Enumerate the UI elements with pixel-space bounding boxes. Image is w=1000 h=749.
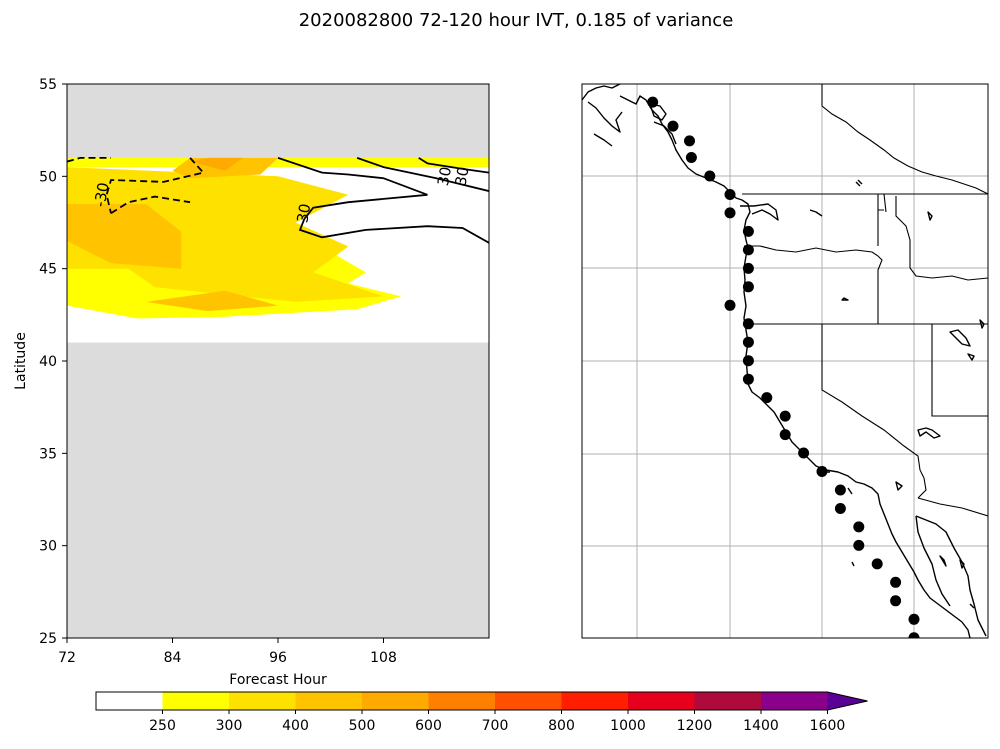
station-marker-15	[742, 373, 754, 385]
filled-contour-2	[67, 204, 182, 269]
colorbar-bin-1	[162, 692, 230, 710]
colorbar-tick-label-2: 400	[282, 718, 309, 734]
y-tick-label-5: 50	[39, 169, 57, 185]
station-marker-16	[761, 392, 773, 404]
station-marker-2	[684, 135, 695, 147]
contour-line-6	[356, 157, 489, 192]
station-marker-20	[816, 466, 828, 477]
station-marker-1	[667, 120, 679, 132]
y-tick-label-6: 55	[39, 77, 57, 93]
y-tick-label-3: 40	[39, 354, 57, 370]
colorbar-tick-label-8: 1200	[677, 718, 713, 734]
station-marker-14	[742, 355, 754, 367]
station-marker-11	[724, 299, 736, 311]
station-marker-28	[908, 613, 920, 625]
colorbar-bin-10	[761, 692, 828, 710]
station-marker-12	[742, 318, 754, 330]
x-tick-label-0: 72	[58, 650, 76, 666]
y-axis-label: Latitude	[13, 332, 29, 390]
filled-contour-3	[146, 290, 278, 312]
station-marker-29	[908, 632, 920, 638]
colorbar-tick-label-9: 1400	[743, 718, 779, 734]
station-marker-8	[742, 244, 754, 256]
station-marker-3	[685, 152, 697, 163]
colorbar-tick-label-1: 300	[216, 718, 243, 734]
contour-lines	[67, 156, 489, 244]
x-tick-label-2: 96	[269, 650, 287, 666]
contour-line-4	[303, 193, 428, 220]
colorbar-bin-6	[495, 692, 562, 710]
filled-contour-1	[67, 167, 384, 302]
political-borders	[742, 84, 988, 517]
colorbar: 250 300 400 500 600 700 800 1000 1200 1400 1600	[95, 691, 868, 734]
colorbar-tick-label-6: 800	[548, 718, 575, 734]
colorbar-bin-2	[229, 692, 296, 710]
station-marker-9	[742, 262, 754, 274]
contour-line-3	[277, 157, 428, 196]
colorbar-tick-label-4: 600	[415, 718, 442, 734]
x-tick-label-3: 108	[370, 650, 397, 666]
contour-line-0	[67, 156, 111, 163]
station-marker-27	[890, 595, 902, 607]
station-marker-19	[798, 447, 810, 459]
colorbar-bin-9	[694, 692, 762, 710]
y-axis-ticks: 25 30 35 40 45 50 55	[39, 77, 67, 647]
y-tick-label-1: 30	[39, 539, 57, 555]
colorbar-bin-5	[428, 692, 496, 710]
colorbar-extend-max	[827, 692, 868, 710]
colorbar-bin-3	[295, 692, 363, 710]
colorbar-tick-label-3: 500	[349, 718, 376, 734]
station-marker-18	[779, 429, 791, 441]
colorbar-bin-7	[561, 692, 629, 710]
station-markers	[647, 96, 920, 638]
contour-label-1: 30	[293, 202, 314, 224]
contour-label-0: -30	[91, 181, 113, 208]
colorbar-bin-0	[96, 692, 163, 710]
station-marker-25	[871, 558, 883, 570]
station-marker-10	[742, 281, 754, 293]
station-marker-22	[834, 503, 846, 514]
map-frame	[581, 83, 989, 639]
colorbar-bin-8	[628, 692, 695, 710]
filled-contour-5	[190, 157, 243, 171]
colorbar-frame	[95, 691, 868, 711]
y-tick-label-0: 25	[39, 631, 57, 647]
station-marker-0	[647, 96, 659, 108]
filled-contours	[67, 157, 489, 319]
contour-line-7	[418, 157, 489, 174]
x-axis-label: Forecast Hour	[229, 672, 327, 688]
y-tick-label-4: 45	[39, 262, 57, 278]
station-marker-4	[704, 170, 716, 182]
contour-label-3: 30	[452, 165, 473, 187]
colorbar-tick-label-0: 250	[149, 718, 176, 734]
map-panel	[581, 83, 989, 639]
station-marker-7	[742, 225, 754, 237]
y-tick-label-2: 35	[39, 446, 57, 462]
station-marker-6	[724, 207, 736, 219]
station-marker-5	[724, 189, 736, 200]
station-marker-26	[890, 576, 902, 588]
colorbar-tick-label-7: 1000	[610, 718, 646, 734]
contour-label-2: 30	[434, 165, 455, 187]
station-marker-21	[834, 484, 846, 496]
station-marker-13	[742, 336, 754, 348]
colorbar-tick-label-10: 1600	[810, 718, 846, 734]
contour-line-1	[105, 157, 205, 214]
colorbar-tick-label-5: 700	[482, 718, 509, 734]
x-axis-ticks: 72 84 96 108	[58, 638, 397, 666]
station-marker-17	[779, 410, 791, 422]
coastline	[582, 84, 987, 638]
contour-line-5	[298, 218, 489, 244]
station-marker-24	[853, 539, 865, 551]
contour-line-2	[110, 195, 191, 215]
colorbar-bin-4	[362, 692, 429, 710]
figure-title: 2020082800 72-120 hour IVT, 0.185 of var…	[299, 10, 734, 31]
station-marker-23	[853, 521, 865, 533]
x-tick-label-1: 84	[164, 650, 182, 666]
